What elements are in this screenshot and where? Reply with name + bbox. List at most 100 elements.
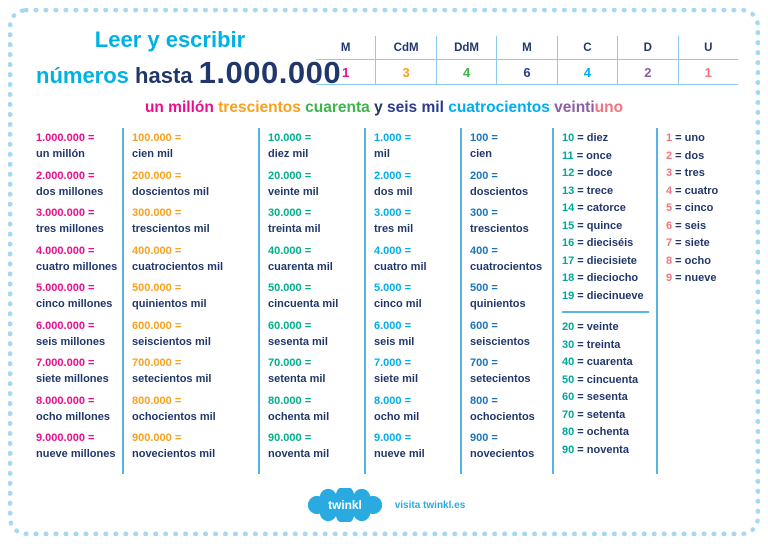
entry-number: 500.000 = [132,282,182,294]
list-item: 10 = diez [562,130,653,148]
entry-word: = ocho [672,254,711,267]
entry-word: cuatrocientos [470,260,543,273]
entry-number: 700 = [470,357,498,369]
list-item: 100 = cien [470,130,549,162]
sentence-segment: veinti [549,99,595,116]
entry-word: = cincuenta [574,373,639,386]
list-item: 600.000 = seiscientos mil [132,318,255,350]
entry-number: 30.000 = [268,207,312,219]
entry-number: 6 [666,219,673,232]
list-item: 1 = uno [666,130,733,148]
list-item: 400.000 = cuatrocientos mil [132,243,255,275]
entry-word: dos mil [374,185,413,198]
entry-word: nueve mil [374,448,425,460]
entry-word: = diecinueve [574,289,644,302]
entry-word: siete mil [374,373,419,385]
list-item: 30 = treinta [562,337,653,355]
entry-word: cinco mil [374,298,422,310]
entry-number: 200 = [470,169,498,182]
entry-word: = treinta [574,338,621,351]
entry-word: tres millones [36,223,104,235]
entry-number: 400.000 = [132,244,182,257]
entry-number: 12 [562,167,575,179]
entry-number: 900 = [470,432,498,444]
title-word-hasta: hasta [135,62,193,88]
entry-word: = uno [672,132,705,144]
list-item: 15 = quince [562,218,653,236]
entry-word: = quince [574,219,623,232]
entry-number: 16 [562,237,575,249]
entry-number: 1 [666,132,673,144]
list-item: 10.000 = diez mil [268,130,361,162]
sentence-segment: cuatrocientos [443,99,550,116]
entry-word: = ochenta [574,426,629,438]
entry-number: 3.000.000 = [36,207,95,219]
entry-number: 2.000 = [374,169,412,182]
sentence-segment: uno [594,99,624,116]
list-item: 9 = nueve [666,270,733,288]
entry-number: 11 [562,149,574,162]
entry-number: 6.000.000 = [36,319,95,332]
entry-word: trescientos [470,223,529,235]
place-value-table: M 1 CdM 3 DdM 4 M 6 C 4 D 2 U 1 [316,36,738,85]
entry-number: 600.000 = [132,319,182,332]
list-item: 9.000.000 = nueve millones [36,430,119,462]
entry-word: mil [374,148,390,160]
entry-number: 9 [666,272,673,284]
entry-word: seiscientos mil [132,335,211,348]
entry-number: 100.000 = [132,132,182,144]
title-number: 1.000.000 [198,54,342,90]
entry-number: 70 [562,408,575,421]
entry-word: dos millones [36,185,104,198]
list-item: 7 = siete [666,235,733,253]
list-item: 20.000 = veinte mil [268,168,361,200]
entry-word: cuatro mil [374,260,427,273]
entry-number: 8 [666,254,673,267]
column-decenas-de-millar: 10.000 = diez mil 20.000 = veinte mil 30.000… [260,128,366,474]
list-item: 6 = seis [666,218,733,236]
pv-value: 6 [497,60,557,85]
pv-header-label: DdM [436,36,497,60]
list-item: 13 = trece [562,183,653,201]
entry-number: 14 [562,202,575,214]
entry-word: quinientos mil [132,298,207,310]
entry-word: cinco millones [36,298,113,310]
list-item: 3.000 = tres mil [374,205,457,237]
list-item: 200.000 = doscientos mil [132,168,255,200]
pv-header-label: D [618,36,678,60]
sentence-segment: trescientos [213,99,301,116]
entry-number: 5.000.000 = [36,282,95,294]
entry-number: 50.000 = [268,282,312,294]
list-item: 500.000 = quinientos mil [132,280,255,312]
list-item: 3 = tres [666,165,733,183]
list-item: 500 = quinientos [470,280,549,312]
pv-column-2: DdM 4 [436,36,498,85]
entry-word: doscientos [470,185,529,198]
entry-word: noventa mil [268,448,330,460]
entry-word: ocho mil [374,410,420,423]
list-item: 5.000 = cinco mil [374,280,457,312]
list-item: 17 = diecisiete [562,253,653,271]
entry-number: 13 [562,184,575,197]
entry-number: 10 [562,132,575,144]
entry-number: 300.000 = [132,207,182,219]
number-columns: 1.000.000 = un millón 2.000.000 = dos millo… [34,128,736,474]
entry-number: 800.000 = [132,394,182,407]
list-item: 18 = dieciocho [562,270,653,288]
entry-word: ochocientos mil [132,410,216,423]
entry-number: 400 = [470,244,498,257]
entry-word: un millón [36,148,85,160]
entry-number: 40 [562,356,575,368]
entry-word: veinte mil [268,185,319,198]
entry-word: nueve millones [36,448,116,460]
list-item: 700.000 = setecientos mil [132,355,255,387]
column-decenas: 10 = diez 11 = once 12 = doce 13 = trece 14 … [554,128,658,474]
entry-word: = cinco [672,202,714,214]
list-item: 2.000 = dos mil [374,168,457,200]
sentence-segment: seis mil [382,99,444,116]
column-unidades: 1 = uno 2 = dos 3 = tres 4 = cuatro 5 = cinc… [658,128,736,474]
list-item: 8.000 = ocho mil [374,393,457,425]
